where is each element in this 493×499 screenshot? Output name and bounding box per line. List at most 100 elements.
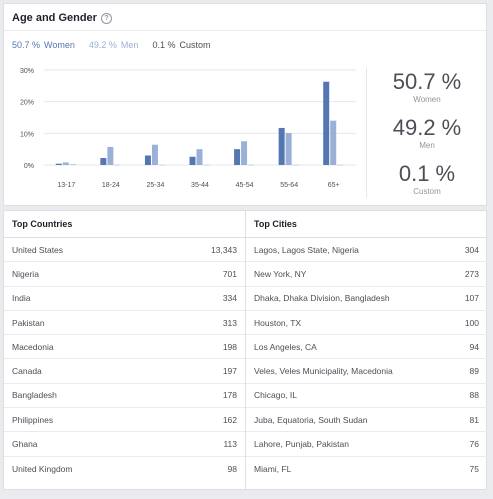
bar-women-45-54[interactable] [234,149,241,165]
table-row: Chicago, IL 88 [246,384,487,409]
table-row: New York, NY 273 [246,262,487,287]
legend-men[interactable]: 49.2 % Men [89,40,139,50]
summary-separator [366,68,367,198]
summary-custom: 0.1 % Custom [368,161,486,197]
x-tick-label: 18-24 [102,182,120,189]
summary-men-label: Men [419,141,435,150]
row-name: Juba, Equatoria, South Sudan [254,414,368,425]
row-value: 98 [227,463,237,474]
row-value: 162 [222,414,237,425]
bar-custom-55-64[interactable] [292,164,299,166]
row-value: 198 [222,341,237,352]
row-name: Miami, FL [254,463,292,474]
y-tick-label: 20% [20,100,34,107]
table-row: Philippines 162 [4,408,245,433]
row-name: Pakistan [12,317,45,328]
bar-women-13-17[interactable] [55,163,62,165]
x-tick-label: 65+ [328,182,340,189]
table-row: Nigeria 701 [4,262,245,287]
bar-men-18-24[interactable] [107,146,114,165]
bar-women-65+[interactable] [323,81,330,165]
bar-men-13-17[interactable] [62,162,69,165]
legend-men-pct: 49.2 % [88,40,117,50]
summary-men-value: 49.2 % [392,115,462,140]
row-name: Nigeria [12,268,39,279]
age-gender-card: Age and Gender ? 50.7 % Women 49.2 % Men 0… [3,3,487,206]
row-value: 76 [469,439,479,450]
row-name: India [12,293,31,304]
row-value: 88 [469,390,479,401]
row-name: Lahore, Punjab, Pakistan [254,439,349,450]
bar-custom-18-24[interactable] [114,164,121,166]
row-name: Dhaka, Dhaka Division, Bangladesh [254,293,390,304]
table-row: Los Angeles, CA 94 [246,335,487,360]
row-value: 334 [222,293,237,304]
bar-women-55-64[interactable] [278,127,285,165]
bar-women-35-44[interactable] [189,156,196,165]
bar-custom-35-44[interactable] [203,164,210,166]
row-name: Ghana [12,439,38,450]
x-tick-label: 45-54 [236,182,254,189]
row-value: 113 [223,439,237,450]
top-cities-header: Top Cities [246,211,487,238]
table-row: Juba, Equatoria, South Sudan 81 [246,408,487,433]
row-name: Veles, Veles Municipality, Macedonia [254,366,393,377]
bar-men-65+[interactable] [330,120,337,165]
y-tick-label: 10% [20,131,34,138]
table-row: Lagos, Lagos State, Nigeria 304 [246,238,487,263]
legend-men-label: Men [120,40,139,50]
bar-women-25-34[interactable] [144,155,151,166]
bar-men-55-64[interactable] [285,133,292,165]
row-value: 75 [469,463,479,474]
bar-men-45-54[interactable] [241,141,248,165]
table-row: Veles, Veles Municipality, Macedonia 89 [246,359,487,384]
row-name: Chicago, IL [254,390,297,401]
row-value: 197 [222,366,237,377]
y-tick-label: 30% [20,68,34,75]
legend-women-label: Women [44,40,75,50]
table-row: Ghana 113 [4,432,245,457]
legend-women-pct: 50.7 % [12,40,41,50]
divider [4,30,486,31]
age-gender-bar-chart: 0% 10% 20% 30% 13-17 18-24 25-34 35-44 45-54 55-6… [20,68,356,189]
row-value: 81 [469,414,479,425]
bar-men-25-34[interactable] [151,144,158,165]
legend-custom-pct: 0.1 % [152,40,176,50]
bar-custom-65+[interactable] [337,164,344,166]
summary-women-label: Women [413,95,441,104]
top-countries-rows: United States 13,343 Nigeria 701 India 334 Pak… [4,238,245,481]
row-value: 178 [222,390,237,401]
top-cities-table: Top Cities Lagos, Lagos State, Nigeria 30… [246,211,487,481]
bar-custom-25-34[interactable] [158,164,165,166]
summary-custom-label: Custom [413,187,441,196]
summary-women-value: 50.7 % [392,69,462,94]
bar-custom-45-54[interactable] [248,164,255,166]
row-name: Philippines [12,414,54,425]
table-row: Macedonia 198 [4,335,245,360]
row-name: United States [12,244,64,255]
row-name: New York, NY [254,268,307,279]
summary-men: 49.2 % Men [368,115,486,151]
row-value: 13,343 [211,244,237,255]
bar-custom-13-17[interactable] [69,164,76,165]
x-tick-label: 35-44 [191,182,209,189]
table-row: Miami, FL 75 [246,457,487,481]
row-value: 94 [469,341,479,352]
x-tick-label: 55-64 [280,182,298,189]
x-tick-label: 25-34 [146,182,164,189]
top-countries-table: Top Countries United States 13,343 Nigeria… [4,211,245,481]
row-name: Houston, TX [254,317,302,328]
bar-women-18-24[interactable] [100,158,107,165]
question-icon[interactable]: ? [100,12,112,24]
row-value: 313 [222,317,237,328]
row-name: Macedonia [12,341,54,352]
legend-custom[interactable]: 0.1 % Custom [152,40,210,50]
legend-women[interactable]: 50.7 % Women [12,40,75,50]
summary-custom-value: 0.1 % [398,161,456,186]
top-cities-rows: Lagos, Lagos State, Nigeria 304 New York, … [246,238,487,481]
row-value: 100 [464,317,479,328]
table-row: United Kingdom 98 [4,457,245,481]
age-gender-title-text: Age and Gender [12,12,97,24]
table-row: Houston, TX 100 [246,311,487,336]
bar-men-35-44[interactable] [196,149,203,165]
